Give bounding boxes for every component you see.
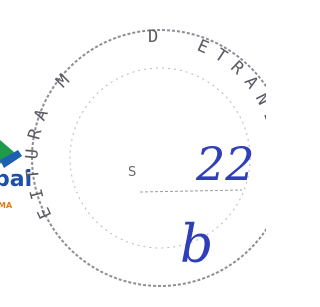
- stamp-inner-mark: S: [128, 165, 136, 180]
- stamp-top-letter: D: [148, 27, 167, 47]
- stamp-left-arc: EITURA M: [22, 64, 80, 222]
- stamp-arc-text: EITURA M: [22, 64, 80, 222]
- page: {"stamp": {"left_arc": "EITURA M", "top"…: [0, 0, 266, 307]
- scan: bai MA EITURA M D ETRANDAI S 22 b: [0, 0, 266, 307]
- handwritten-number: 22: [195, 137, 255, 191]
- handwritten-letter: b: [180, 215, 213, 275]
- logo-tagline: MA: [0, 201, 13, 210]
